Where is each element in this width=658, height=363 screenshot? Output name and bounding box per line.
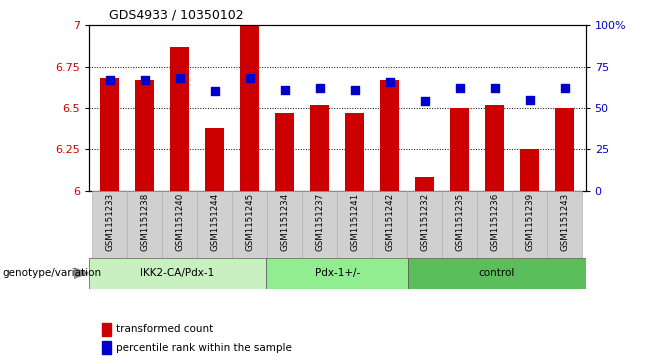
Bar [442, 191, 477, 258]
Point [419, 98, 430, 104]
Text: IKK2-CA/Pdx-1: IKK2-CA/Pdx-1 [140, 268, 215, 278]
Bar [485, 105, 504, 191]
Text: GSM1151233: GSM1151233 [105, 193, 114, 251]
Bar [266, 258, 408, 289]
Point [559, 85, 570, 91]
Bar [407, 191, 442, 258]
Point [105, 77, 115, 83]
Text: GSM1151236: GSM1151236 [490, 193, 499, 251]
Point [455, 85, 465, 91]
Bar [345, 113, 365, 191]
Bar [372, 191, 407, 258]
Bar [267, 191, 302, 258]
Text: GSM1151241: GSM1151241 [350, 193, 359, 251]
Bar [127, 191, 163, 258]
Text: GSM1151234: GSM1151234 [280, 193, 290, 251]
Bar [408, 258, 586, 289]
Bar [450, 108, 469, 191]
Bar [89, 258, 266, 289]
Point [490, 85, 500, 91]
Bar [92, 191, 127, 258]
Point [280, 87, 290, 93]
Bar [555, 108, 574, 191]
Text: control: control [479, 268, 515, 278]
Text: GSM1151232: GSM1151232 [420, 193, 429, 251]
Bar [135, 80, 155, 191]
Text: GSM1151245: GSM1151245 [245, 193, 254, 251]
Text: percentile rank within the sample: percentile rank within the sample [116, 343, 291, 352]
Bar [240, 25, 259, 191]
Text: GSM1151242: GSM1151242 [385, 193, 394, 251]
Text: GSM1151244: GSM1151244 [211, 193, 219, 251]
Bar [275, 113, 294, 191]
Text: GDS4933 / 10350102: GDS4933 / 10350102 [109, 9, 243, 22]
Point [349, 87, 360, 93]
Bar [380, 80, 399, 191]
Bar [415, 178, 434, 191]
Point [174, 76, 185, 81]
Bar [197, 191, 232, 258]
Point [209, 89, 220, 94]
Bar [520, 149, 540, 191]
Text: genotype/variation: genotype/variation [2, 268, 101, 278]
Bar [100, 78, 120, 191]
Bar [310, 105, 330, 191]
Bar [302, 191, 338, 258]
Polygon shape [74, 268, 88, 278]
Point [315, 85, 325, 91]
Text: GSM1151237: GSM1151237 [315, 193, 324, 251]
Text: GSM1151238: GSM1151238 [140, 193, 149, 251]
Point [524, 97, 535, 103]
Point [139, 77, 150, 83]
Bar [477, 191, 512, 258]
Text: GSM1151235: GSM1151235 [455, 193, 464, 251]
Text: transformed count: transformed count [116, 325, 213, 334]
Bar [338, 191, 372, 258]
Text: Pdx-1+/-: Pdx-1+/- [315, 268, 360, 278]
Bar [170, 47, 190, 191]
Point [384, 79, 395, 85]
Text: GSM1151240: GSM1151240 [175, 193, 184, 251]
Bar [205, 128, 224, 191]
Text: GSM1151243: GSM1151243 [560, 193, 569, 251]
Bar [232, 191, 267, 258]
Bar [163, 191, 197, 258]
Text: GSM1151239: GSM1151239 [525, 193, 534, 251]
Bar [512, 191, 547, 258]
Bar [547, 191, 582, 258]
Point [245, 76, 255, 81]
